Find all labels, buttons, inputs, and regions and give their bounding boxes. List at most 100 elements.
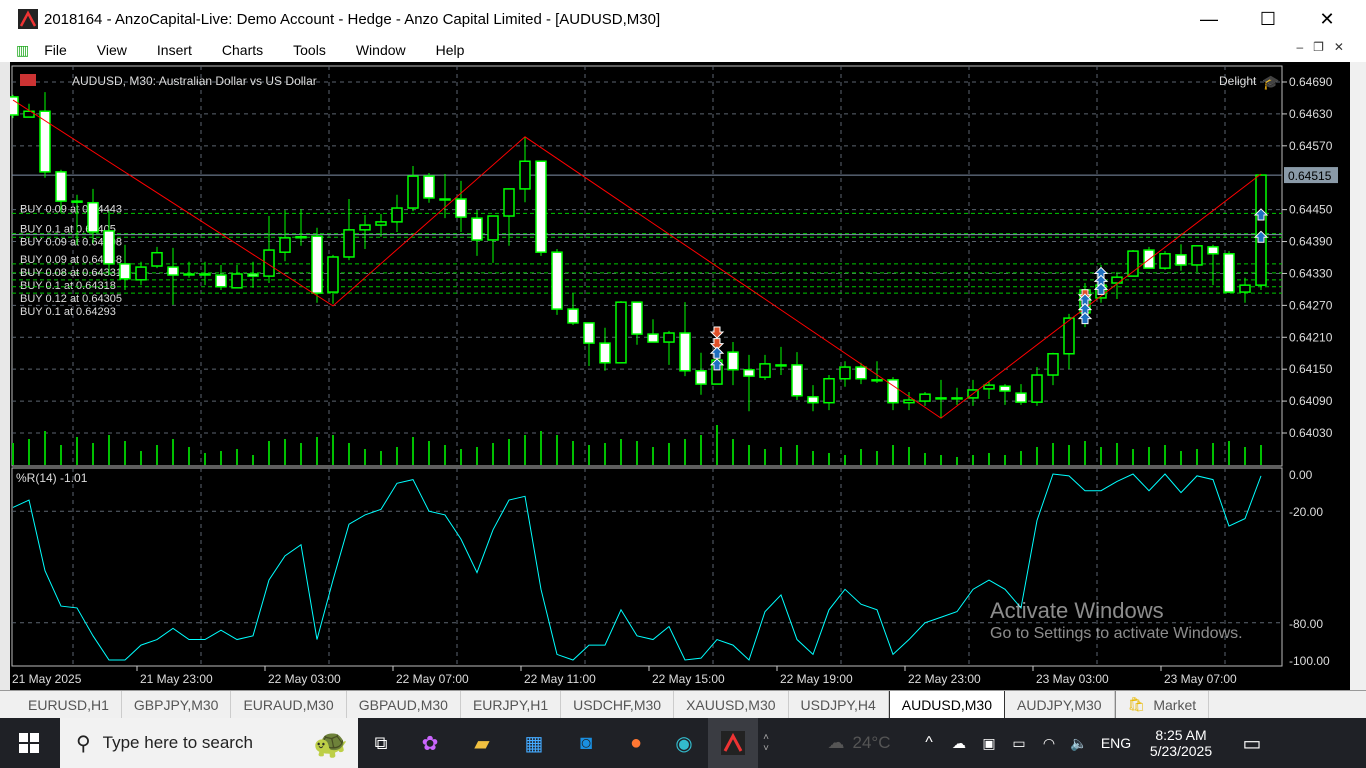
start-button[interactable] bbox=[0, 718, 58, 768]
bear-candle bbox=[743, 368, 755, 377]
wifi-icon[interactable]: ◠ bbox=[1042, 734, 1056, 751]
tab-audusd-m30[interactable]: AUDUSD,M30 bbox=[888, 691, 1005, 719]
maximize-button[interactable]: ☐ bbox=[1259, 8, 1277, 29]
search-icon: ⚲ bbox=[76, 732, 91, 755]
taskbar-search[interactable]: ⚲ Type here to search 🐢 bbox=[60, 718, 358, 768]
tab-label: USDCHF,M30 bbox=[573, 696, 662, 713]
bear-candle bbox=[791, 364, 803, 397]
battery-icon[interactable]: ▭ bbox=[1012, 734, 1026, 751]
main-pane-border bbox=[11, 65, 1283, 467]
bull-candle bbox=[839, 366, 851, 380]
turtle-icon: 🐢 bbox=[313, 727, 348, 759]
price-tick-label: 0.64210 bbox=[1289, 330, 1333, 344]
edge-icon[interactable]: ◉ bbox=[675, 732, 693, 755]
mdi-controls[interactable]: –❐✕ bbox=[1296, 40, 1354, 54]
price-tick-label: 0.64270 bbox=[1289, 298, 1333, 312]
buy-arrow-icon bbox=[1253, 230, 1269, 243]
tab-usdchf-m30[interactable]: USDCHF,M30 bbox=[561, 691, 675, 718]
chart-tabs: EURUSD,H1 GBPJPY,M30 EURAUD,M30 GBPAUD,M30 E… bbox=[0, 690, 1366, 719]
tab-gbpaud-m30[interactable]: GBPAUD,M30 bbox=[347, 691, 461, 718]
bear-candle bbox=[183, 273, 195, 276]
bull-candle bbox=[503, 188, 515, 217]
windows-icon bbox=[19, 733, 39, 753]
bull-candle bbox=[919, 393, 931, 402]
time-tick-label: 23 May 03:00 bbox=[1036, 672, 1109, 686]
bull-candle bbox=[327, 256, 339, 293]
language-indicator[interactable]: ENG bbox=[1100, 735, 1132, 751]
taskbar-scroll[interactable]: ˄ ˅ bbox=[763, 732, 769, 754]
minimize-button[interactable]: — bbox=[1200, 8, 1218, 29]
tab-audjpy-m30[interactable]: AUDJPY,M30 bbox=[1005, 691, 1115, 718]
bear-candle bbox=[599, 342, 611, 364]
bull-candle bbox=[231, 273, 243, 289]
tab-label: GBPAUD,M30 bbox=[358, 696, 448, 713]
menu-view[interactable]: View bbox=[96, 42, 127, 58]
zigzag-line bbox=[12, 99, 1262, 419]
metatrader-taskbar-icon[interactable] bbox=[708, 718, 758, 768]
time-tick-label: 23 May 07:00 bbox=[1164, 672, 1237, 686]
menu-tools[interactable]: Tools bbox=[293, 42, 326, 58]
bull-candle bbox=[1239, 284, 1251, 293]
bear-candle bbox=[727, 351, 739, 371]
tab-market[interactable]: 🛍 Market bbox=[1114, 691, 1210, 718]
tab-gbpjpy-m30[interactable]: GBPJPY,M30 bbox=[122, 691, 232, 718]
price-chart[interactable]: 0.64690 0.64630 0.64570 0.64450 0.64390 0.643… bbox=[0, 62, 1366, 690]
taskbar: ⚲ Type here to search 🐢 ⧉ ✿ ▰ ▦ ◙ ● ◉ ˄ ˅… bbox=[0, 718, 1366, 768]
notifications-icon[interactable]: ▭ bbox=[1242, 732, 1262, 755]
bull-candle bbox=[375, 221, 387, 226]
tab-xauusd-m30[interactable]: XAUUSD,M30 bbox=[674, 691, 789, 718]
chart-menu-icon bbox=[20, 74, 36, 86]
time-tick-label: 21 May 2025 bbox=[12, 672, 82, 686]
bear-candle bbox=[535, 160, 547, 253]
task-view-icon[interactable]: ⧉ bbox=[374, 732, 388, 753]
tab-label: USDJPY,H4 bbox=[800, 696, 876, 713]
copilot-icon[interactable]: ✿ bbox=[421, 732, 439, 755]
tab-label: AUDUSD,M30 bbox=[901, 696, 992, 713]
search-placeholder: Type here to search bbox=[102, 733, 253, 752]
tab-eurjpy-h1[interactable]: EURJPY,H1 bbox=[461, 691, 562, 718]
time-tick-label: 22 May 03:00 bbox=[268, 672, 341, 686]
chart-window[interactable]: 0.64690 0.64630 0.64570 0.64450 0.64390 0.643… bbox=[0, 62, 1366, 690]
bull-candle bbox=[663, 332, 675, 343]
buy-position-label: BUY 0.1 at 0.64318 bbox=[20, 280, 116, 292]
bear-candle bbox=[311, 235, 323, 294]
time-tick-label: 22 May 23:00 bbox=[908, 672, 981, 686]
bear-candle bbox=[55, 171, 67, 202]
menu-window[interactable]: Window bbox=[355, 42, 406, 58]
price-tick-label: 0.64450 bbox=[1289, 203, 1333, 217]
clock[interactable]: 8:25 AM 5/23/2025 bbox=[1138, 718, 1224, 768]
menu-bar: ▥ File View Insert Charts Tools Window H… bbox=[0, 38, 1366, 62]
chart-icon: ▥ bbox=[16, 41, 30, 58]
bear-candle bbox=[807, 396, 819, 404]
sell-arrow-icon bbox=[709, 338, 725, 351]
vertical-scrollbar[interactable] bbox=[1350, 62, 1366, 690]
close-button[interactable]: ✕ bbox=[1319, 8, 1335, 29]
firefox-icon[interactable]: ● bbox=[629, 731, 643, 754]
menu-charts[interactable]: Charts bbox=[221, 42, 264, 58]
menu-file[interactable]: File bbox=[44, 42, 67, 58]
tab-euraud-m30[interactable]: EURAUD,M30 bbox=[231, 691, 347, 718]
volume-icon[interactable]: 🔈 bbox=[1070, 734, 1088, 751]
tab-eurusd-h1[interactable]: EURUSD,H1 bbox=[0, 691, 122, 718]
bear-candle bbox=[1015, 392, 1027, 403]
bull-candle bbox=[759, 363, 771, 378]
bull-candle bbox=[1255, 174, 1267, 286]
outlook-icon[interactable]: ◙ bbox=[579, 731, 593, 754]
tab-usdjpy-h4[interactable]: USDJPY,H4 bbox=[789, 691, 889, 718]
show-hidden-icons[interactable]: ^ bbox=[925, 734, 933, 751]
onedrive-error-icon[interactable]: ☁ bbox=[952, 734, 966, 751]
store-icon[interactable]: ▦ bbox=[524, 732, 544, 755]
weather-widget[interactable]: ☁ 24°C bbox=[804, 718, 914, 768]
time-tick-label: 21 May 23:00 bbox=[140, 672, 213, 686]
menu-insert[interactable]: Insert bbox=[156, 42, 192, 58]
cloud-icon: ☁ bbox=[827, 733, 845, 752]
tab-label: EURUSD,H1 bbox=[28, 696, 109, 713]
file-explorer-icon[interactable]: ▰ bbox=[474, 732, 490, 755]
menu-help[interactable]: Help bbox=[435, 42, 465, 58]
price-tick-label: 0.64330 bbox=[1289, 266, 1333, 280]
bull-candle bbox=[343, 229, 355, 258]
camera-icon[interactable]: ▣ bbox=[982, 734, 996, 751]
bear-candle bbox=[951, 397, 963, 400]
sell-arrow-icon bbox=[709, 326, 725, 339]
bear-candle bbox=[775, 364, 787, 367]
